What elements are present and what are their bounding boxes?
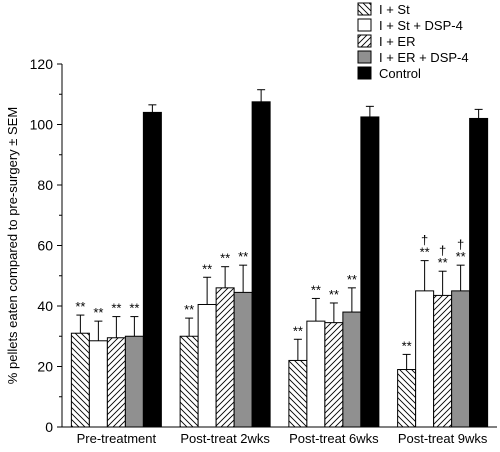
bar-1-1 [197,303,217,428]
bar-3-2 [342,311,362,428]
significance-label: ** [420,245,430,260]
x-tick-label: Post-treat 2wks [180,431,270,446]
bar-0-2 [288,359,308,428]
significance-label: ** [220,251,230,266]
bar-4-1 [251,101,271,428]
bar-3-1 [233,291,253,428]
legend-label: I + St [379,2,410,17]
significance-label: ** [456,249,466,264]
bar-2-0 [106,337,126,428]
significance-label: ** [311,282,321,297]
significance-label: ** [238,249,248,264]
bar-4-3 [469,117,489,428]
significance-label: ** [329,287,339,302]
bar-4-2 [360,116,380,428]
bar-1-2 [306,320,326,428]
bar-1-3 [415,290,435,428]
legend-swatch [357,34,372,48]
x-tick-label: Post-treat 9wks [398,431,488,446]
significance-label: ** [293,323,303,338]
significance-label: ** [75,299,85,314]
bar-2-1 [215,287,235,428]
legend-label: I + ER + DSP-4 [379,50,469,65]
y-tick-label: 60 [37,238,53,254]
significance-label: ** [438,255,448,270]
bar-3-3 [451,290,471,428]
significance-label: † [421,233,428,248]
legend: I + StI + St + DSP-4I + ERI + ER + DSP-4… [357,2,469,81]
significance-label: † [457,237,464,252]
data-labels: ** ** ** ** ****** ****** ********†**† **† [75,233,465,354]
legend-label: Control [379,66,421,81]
legend-label: I + St + DSP-4 [379,18,463,33]
legend-swatch [357,50,372,64]
y-axis-label: % pellets eaten compared to pre-surgery … [5,107,20,384]
y-tick-label: 20 [37,359,53,375]
legend-swatch [357,66,372,80]
y-tick-label: 80 [37,177,53,193]
significance-label: ** [184,302,194,317]
x-tick-label: Pre-treatment [77,431,157,446]
legend-label: I + ER [379,34,416,49]
significance-label: ** [93,305,103,320]
bar-4-0 [142,111,162,428]
bar-0-3 [397,369,417,428]
legend-swatch [357,18,372,32]
significance-label: ** [402,338,412,353]
axes: 0 20 40 60 80 100 120 % pellets eaten compared … [5,56,497,446]
bar-0-0 [70,332,90,428]
y-tick-label: 40 [37,298,53,314]
significance-label: ** [202,261,212,276]
bar-1-0 [88,340,108,428]
bar-2-3 [433,294,453,428]
y-tick-label: 120 [30,56,54,72]
significance-label: † [439,243,446,258]
bar-0-1 [179,335,199,428]
significance-label: ** [129,301,139,316]
significance-label: ** [347,272,357,287]
x-tick-label: Post-treat 6wks [289,431,379,446]
bars [70,89,489,428]
bar-3-0 [124,335,144,428]
significance-label: ** [111,301,121,316]
bar-2-2 [324,322,344,428]
y-tick-label: 100 [30,117,54,133]
legend-swatch [357,2,372,16]
y-tick-label: 0 [45,419,53,435]
